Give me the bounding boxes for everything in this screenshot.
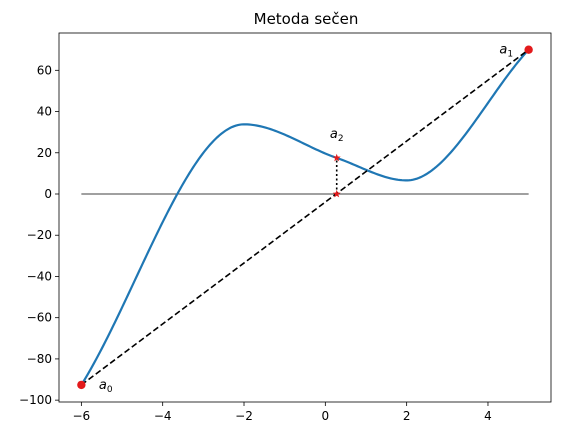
endpoint-marker-1 xyxy=(524,45,533,54)
chart-title: Metoda sečen xyxy=(254,10,359,28)
x-tick-label: −6 xyxy=(73,409,91,423)
star-marker-1 xyxy=(332,189,341,198)
x-tick-label: −4 xyxy=(154,409,172,423)
point-label-1: a1 xyxy=(499,43,513,60)
y-tick-label: 20 xyxy=(37,146,52,160)
y-tick-label: −100 xyxy=(19,393,52,407)
x-tick-label: −2 xyxy=(235,409,253,423)
y-tick-label: −20 xyxy=(27,228,52,242)
point-labels: a0 a1 a2 xyxy=(99,43,513,395)
axes-frame xyxy=(58,32,552,403)
plot-area xyxy=(77,45,533,390)
y-tick-label: 0 xyxy=(44,187,52,201)
point-label-0: a0 xyxy=(99,378,113,395)
y-tick-label: −80 xyxy=(27,352,52,366)
star-marker-0 xyxy=(332,153,341,162)
x-tick-label: 4 xyxy=(484,409,492,423)
secant-line xyxy=(80,49,530,386)
point-label-2: a2 xyxy=(330,127,344,144)
y-tick-label: −40 xyxy=(27,269,52,283)
y-tick-label: 40 xyxy=(37,105,52,119)
function-curve xyxy=(80,48,530,386)
x-tick-label: 0 xyxy=(322,409,330,423)
y-tick-label: 60 xyxy=(37,63,52,77)
endpoint-marker-0 xyxy=(77,380,86,390)
y-tick-label: −60 xyxy=(27,311,52,325)
x-tick-label: 2 xyxy=(403,409,411,423)
